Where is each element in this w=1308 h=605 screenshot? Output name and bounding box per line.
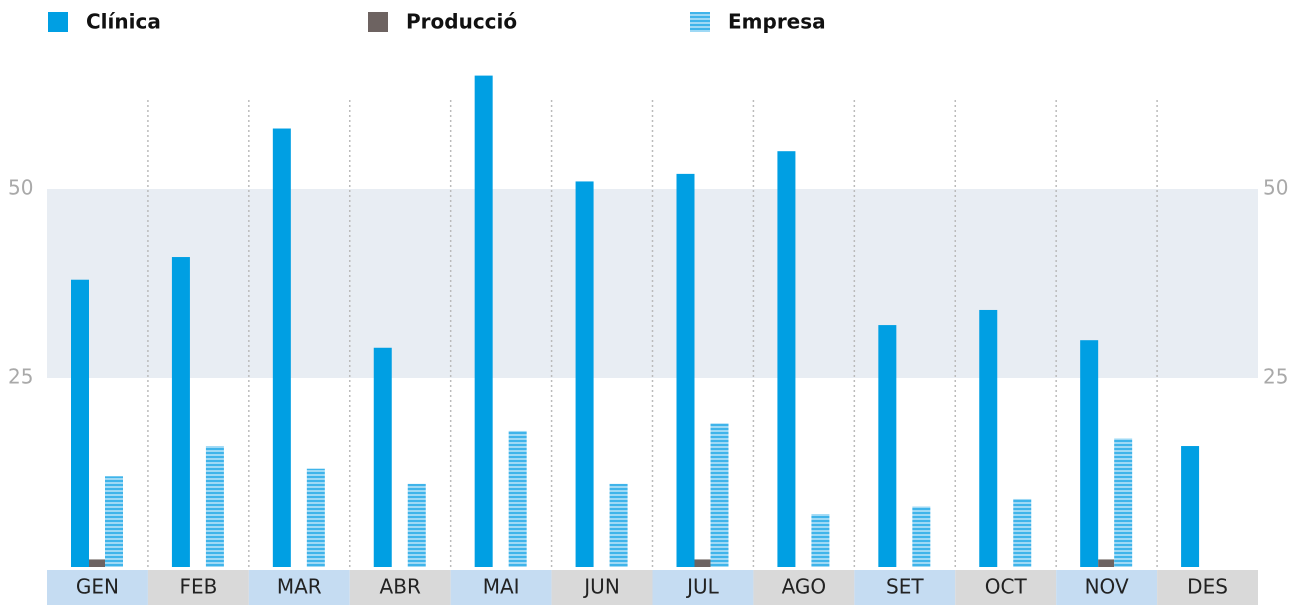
bar [306,468,325,567]
shaded-band [47,189,1258,378]
category-box [47,570,148,605]
bar [676,173,695,567]
bar [89,559,105,567]
bar [912,506,931,567]
bar [694,559,711,567]
category-box [1056,570,1158,605]
x-tick-label: AGO [782,575,827,599]
x-tick-label: ABR [380,575,421,599]
bar [1080,340,1099,567]
bar [777,151,796,567]
category-box [955,570,1057,605]
category-box [450,570,552,605]
x-tick-label: JUN [582,575,620,599]
category-box [551,570,653,605]
x-tick-label: OCT [985,575,1028,599]
legend-swatch [48,12,68,32]
bar [407,483,426,567]
legend-label: Clínica [86,10,161,34]
bar [508,430,527,567]
legend-swatch [690,12,710,32]
x-tick-label: NOV [1085,575,1129,599]
bar [272,128,291,567]
category-box [349,570,451,605]
y-tick-label-right: 50 [1263,176,1288,200]
bar [474,75,493,567]
category-box [147,570,249,605]
bar [71,279,89,567]
x-tick-label: MAI [483,575,520,599]
bar [710,423,729,567]
bar [205,446,224,567]
bar [979,309,998,567]
x-tick-label: MAR [277,575,322,599]
bar [575,181,594,567]
y-tick-label: 25 [8,365,33,389]
category-box [1157,570,1258,605]
bar [105,476,123,567]
bar [811,514,830,567]
legend-swatch [368,12,388,32]
bar [609,483,628,567]
bar [373,347,392,567]
x-tick-label: JUL [685,575,720,599]
bar [1013,498,1032,567]
legend-label: Producció [406,10,517,34]
x-tick-label: SET [886,575,924,599]
bar [171,257,190,567]
category-box [652,570,754,605]
x-tick-label: FEB [179,575,217,599]
category-box [854,570,956,605]
bar [1098,559,1115,567]
bar [1181,446,1200,567]
bar [878,325,897,567]
category-box [753,570,855,605]
x-tick-label: GEN [76,575,119,599]
y-tick-label: 50 [8,176,33,200]
legend-label: Empresa [728,10,826,34]
x-tick-label: DES [1187,575,1228,599]
y-tick-label-right: 25 [1263,365,1288,389]
category-box [248,570,350,605]
bar [1114,438,1133,567]
